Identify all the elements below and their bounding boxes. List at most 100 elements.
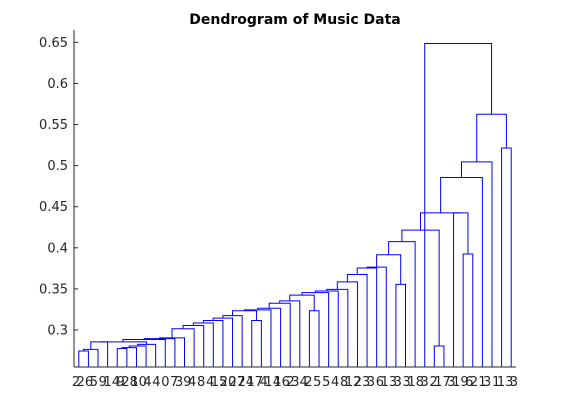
dendrogram-link [326, 288, 349, 367]
x-tick-label: 14 [264, 375, 281, 390]
x-tick-label: 2 [72, 375, 80, 390]
y-tick-label: 0.45 [39, 200, 68, 215]
x-tick-label: 10 [130, 375, 147, 390]
dendrogram-link [192, 322, 214, 367]
dendrogram-link [388, 241, 416, 367]
x-tick-label: 13 [381, 375, 398, 390]
x-tick-label: 4 [152, 375, 160, 390]
x-tick-label: 14 [104, 375, 121, 390]
dendrogram-link [159, 337, 185, 367]
x-tick-label: 13 [497, 375, 514, 390]
chart-title: Dendrogram of Music Data [189, 12, 400, 28]
x-tick-label: 0 [161, 375, 169, 390]
dendrogram-link [212, 317, 234, 367]
x-tick-label: 4 [206, 375, 214, 390]
dendrogram-link [116, 348, 128, 367]
y-tick-label: 0.4 [47, 241, 68, 256]
dendrogram-link [202, 320, 224, 367]
x-tick-label: 5 [322, 375, 330, 390]
dendrogram-link [78, 350, 89, 367]
x-tick-label: 17 [247, 375, 264, 390]
dendrogram-link [401, 229, 440, 347]
dendrogram-link [121, 347, 137, 367]
x-tick-label: 3 [394, 375, 402, 390]
x-tick-label: 24 [238, 375, 255, 390]
dendrogram-link [289, 294, 315, 311]
x-tick-label: 20 [220, 375, 237, 390]
x-tick-label: 19 [452, 375, 469, 390]
dendrogram-link [122, 338, 166, 367]
x-tick-label: 4 [331, 375, 339, 390]
dendrogram-link [251, 320, 262, 367]
x-tick-label: 3 [420, 375, 428, 390]
x-tick-label: 27 [229, 375, 246, 390]
x-tick-label: 8 [340, 375, 348, 390]
x-tick-label: 3 [447, 375, 455, 390]
x-tick-label: 3 [483, 375, 491, 390]
dendrogram-link [462, 253, 474, 367]
x-tick-label: 1 [492, 375, 500, 390]
dendrogram-link [99, 341, 148, 345]
x-tick-label: 8 [197, 375, 205, 390]
dendrogram-link [433, 345, 445, 367]
dendrogram-link [128, 345, 147, 367]
dendrogram-link [182, 324, 205, 367]
y-axis-ticks: 0.3 0.35 0.4 0.45 0.5 0.55 0.6 0.65 [39, 36, 78, 339]
x-tick-label: 16 [273, 375, 290, 390]
x-tick-label: 7 [170, 375, 178, 390]
dendrogram-link [501, 147, 512, 367]
dendrogram-link [424, 43, 493, 367]
x-tick-label: 9 [99, 375, 107, 390]
dendrogram-link [83, 348, 99, 367]
dendrogram-link [395, 283, 406, 367]
y-tick-label: 0.3 [47, 324, 68, 339]
dendrogram-link [90, 341, 109, 367]
dendrogram-link [440, 177, 483, 367]
dendrogram-link [268, 302, 291, 367]
x-tick-label: 4 [260, 375, 268, 390]
dendrogram-link [143, 338, 176, 367]
dendrogram-links [78, 43, 512, 367]
dendrogram-link [420, 212, 461, 231]
y-tick-label: 0.35 [39, 282, 68, 297]
x-tick-label: 28 [121, 375, 138, 390]
dendrogram-link [314, 290, 339, 367]
dendrogram-link [376, 254, 402, 285]
x-tick-label: 2 [286, 375, 294, 390]
x-tick-label: 4 [143, 375, 151, 390]
x-tick-label: 18 [407, 375, 424, 390]
dendrogram-link [308, 310, 320, 367]
x-tick-label: 34 [291, 375, 308, 390]
y-tick-label: 0.65 [39, 36, 68, 51]
y-tick-label: 0.6 [47, 77, 68, 92]
dendrogram-link [244, 309, 272, 367]
dendrogram-link [137, 343, 157, 367]
dendrogram-link [460, 161, 493, 367]
x-tick-label: 3 [367, 375, 375, 390]
y-tick-label: 0.5 [47, 159, 68, 174]
dendrogram-link [301, 292, 330, 367]
x-tick-label: 2 [429, 375, 437, 390]
x-tick-label: 4 [188, 375, 196, 390]
x-tick-label: 12 [345, 375, 362, 390]
x-tick-label: 3 [403, 375, 411, 390]
x-tick-label: 2 [304, 375, 312, 390]
x-tick-label: 9 [117, 375, 125, 390]
dendrogram-link [366, 266, 387, 367]
x-tick-label: 17 [434, 375, 451, 390]
dendrogram-link [279, 300, 301, 367]
x-tick-label: 3 [510, 375, 518, 390]
dendrogram-link [453, 212, 469, 367]
x-tick-label: 21 [470, 375, 487, 390]
x-tick-label: 5 [90, 375, 98, 390]
axes [73, 30, 516, 368]
x-tick-label: 6 [465, 375, 473, 390]
y-tick-label: 0.55 [39, 118, 68, 133]
x-tick-label: 26 [77, 375, 94, 390]
x-tick-label: 5 [313, 375, 321, 390]
x-tick-label: 23 [354, 375, 371, 390]
dendrogram-link [356, 267, 378, 367]
x-tick-label: 39 [175, 375, 192, 390]
